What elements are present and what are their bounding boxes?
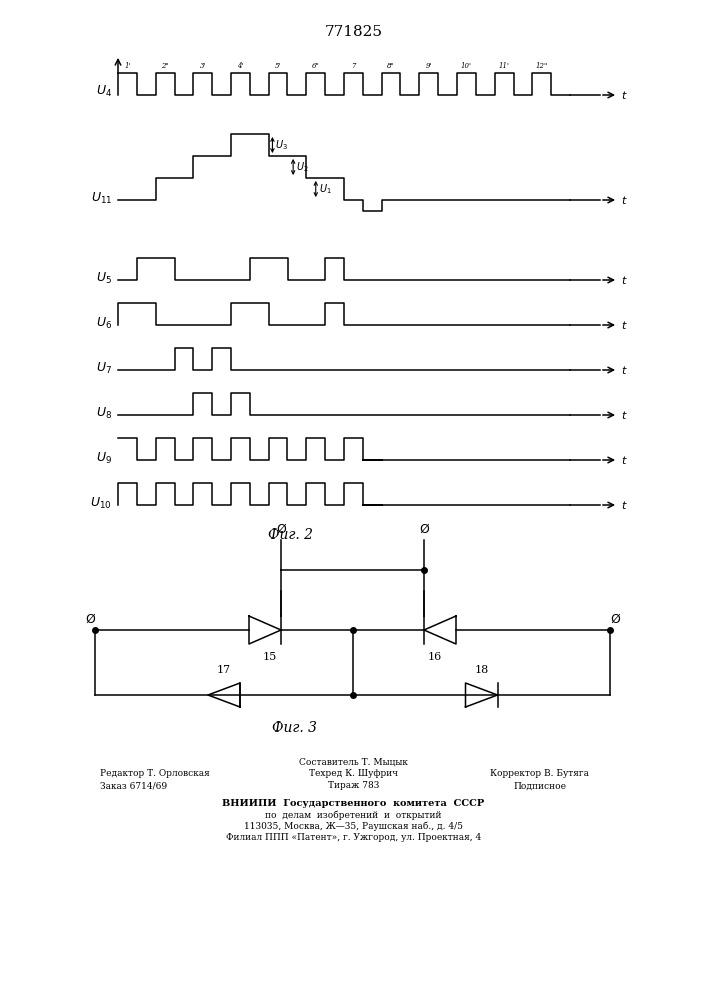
Text: $U_{10}$: $U_{10}$ — [90, 495, 112, 511]
Text: 12": 12" — [536, 62, 548, 70]
Text: Техред К. Шуфрич: Техред К. Шуфрич — [309, 770, 398, 778]
Text: 18: 18 — [474, 665, 489, 675]
Text: Корректор В. Бутяга: Корректор В. Бутяга — [491, 770, 590, 778]
Text: Тираж 783: Тираж 783 — [328, 782, 379, 790]
Text: $t$: $t$ — [621, 194, 628, 206]
Text: ВНИИПИ  Государственного  комитета  СССР: ВНИИПИ Государственного комитета СССР — [223, 800, 484, 808]
Text: Подписное: Подписное — [513, 782, 566, 790]
Text: $U_1$: $U_1$ — [319, 182, 332, 196]
Text: $t$: $t$ — [621, 409, 628, 421]
Text: $U_2$: $U_2$ — [296, 160, 309, 174]
Text: $U_3$: $U_3$ — [276, 138, 288, 152]
Text: 3': 3' — [199, 62, 206, 70]
Text: Ø: Ø — [419, 523, 429, 536]
Text: $t$: $t$ — [621, 319, 628, 331]
Text: Филиал ППП «Патент», г. Ужгород, ул. Проектная, 4: Филиал ППП «Патент», г. Ужгород, ул. Про… — [226, 832, 481, 842]
Text: $t$: $t$ — [621, 499, 628, 511]
Text: по  делам  изобретений  и  открытий: по делам изобретений и открытий — [265, 810, 442, 820]
Text: 9': 9' — [426, 62, 432, 70]
Text: $U_7$: $U_7$ — [96, 360, 112, 376]
Text: 5': 5' — [275, 62, 281, 70]
Text: $U_8$: $U_8$ — [96, 405, 112, 421]
Text: Редактор Т. Орловская: Редактор Т. Орловская — [100, 770, 210, 778]
Text: $U_4$: $U_4$ — [96, 83, 112, 99]
Text: Ø: Ø — [610, 613, 620, 626]
Text: $t$: $t$ — [621, 364, 628, 376]
Text: 11': 11' — [498, 62, 510, 70]
Text: 2": 2" — [161, 62, 169, 70]
Text: $U_{11}$: $U_{11}$ — [90, 190, 112, 206]
Text: 7: 7 — [351, 62, 356, 70]
Text: Фиг. 2: Фиг. 2 — [267, 528, 312, 542]
Text: 4': 4' — [238, 62, 244, 70]
Text: 8": 8" — [387, 62, 395, 70]
Text: $t$: $t$ — [621, 454, 628, 466]
Text: $U_6$: $U_6$ — [96, 315, 112, 331]
Text: 10': 10' — [461, 62, 472, 70]
Text: Ø: Ø — [85, 613, 95, 626]
Text: Составитель Т. Мыцык: Составитель Т. Мыцык — [299, 758, 408, 766]
Text: Ø: Ø — [276, 523, 286, 536]
Text: 1': 1' — [124, 62, 131, 70]
Text: $U_5$: $U_5$ — [96, 270, 112, 286]
Text: $t$: $t$ — [621, 274, 628, 286]
Text: 17: 17 — [217, 665, 231, 675]
Text: Фиг. 3: Фиг. 3 — [272, 721, 317, 735]
Text: 16: 16 — [428, 652, 442, 662]
Text: 6": 6" — [312, 62, 320, 70]
Text: $U_9$: $U_9$ — [96, 450, 112, 466]
Text: 113035, Москва, Ж—35, Раушская наб., д. 4/5: 113035, Москва, Ж—35, Раушская наб., д. … — [244, 821, 463, 831]
Text: Заказ 6714/69: Заказ 6714/69 — [100, 782, 167, 790]
Text: 771825: 771825 — [325, 25, 382, 39]
Text: 15: 15 — [263, 652, 277, 662]
Text: $t$: $t$ — [621, 89, 628, 101]
